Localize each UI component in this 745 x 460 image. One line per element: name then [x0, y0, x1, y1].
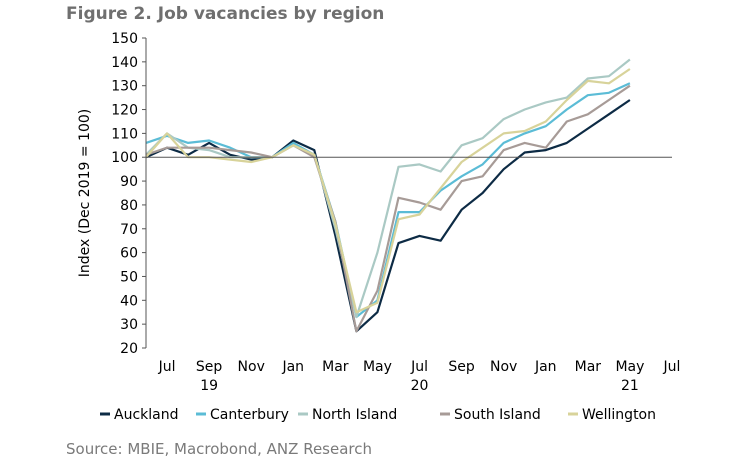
y-tick-label: 20	[120, 341, 138, 357]
x-tick-label: Sep	[196, 359, 223, 375]
y-tick-label: 50	[120, 269, 138, 285]
x-tick-label: Jul	[410, 359, 428, 375]
y-tick-label: 40	[120, 293, 138, 309]
y-tick-label: 120	[111, 103, 138, 119]
series-line-north-island	[145, 58, 631, 319]
legend-label: Wellington	[582, 407, 656, 423]
legend-label: Auckland	[114, 407, 178, 423]
y-tick-label: 130	[111, 79, 138, 95]
y-tick-label: 100	[111, 150, 138, 166]
series-line-south-island	[145, 84, 631, 333]
x-tick-label: Jan	[281, 359, 304, 375]
x-year-label: 21	[621, 378, 639, 394]
x-axis-ticks: Jul Sep Nov Jan Mar May Jul Sep Nov Jan Mar May Jul 1…	[158, 359, 681, 394]
x-tick-label: Jul	[663, 359, 681, 375]
line-chart: 20 30 40 50 60 70 80 90 100 110 120 130 140 150 Jul Se…	[77, 31, 681, 423]
series-line-canterbury	[145, 82, 631, 319]
x-year-label: 19	[200, 378, 218, 394]
legend-label: South Island	[454, 407, 541, 423]
x-tick-label: Nov	[238, 359, 265, 375]
x-tick-label: May	[363, 359, 392, 375]
y-tick-label: 110	[111, 126, 138, 142]
legend-label: North Island	[312, 407, 397, 423]
x-tick-label: May	[615, 359, 644, 375]
x-tick-label: Jan	[534, 359, 557, 375]
x-tick-label: Nov	[490, 359, 517, 375]
y-tick-label: 150	[111, 31, 138, 47]
y-axis-ticks: 20 30 40 50 60 70 80 90 100 110 120 130 140 150	[111, 31, 146, 357]
series-line-auckland	[145, 99, 631, 333]
y-tick-label: 70	[120, 222, 138, 238]
y-axis-label: Index (Dec 2019 = 100)	[77, 109, 93, 277]
legend-label: Canterbury	[210, 407, 289, 423]
x-tick-label: Sep	[448, 359, 475, 375]
x-tick-label: Mar	[322, 359, 349, 375]
chart-title: Figure 2. Job vacancies by region	[66, 4, 385, 24]
x-year-label: 20	[411, 378, 429, 394]
series-lines	[145, 58, 631, 333]
legend: Auckland Canterbury North Island South Isla…	[100, 407, 656, 423]
source-note: Source: MBIE, Macrobond, ANZ Research	[66, 440, 372, 458]
y-tick-label: 90	[120, 174, 138, 190]
y-tick-label: 80	[120, 198, 138, 214]
y-tick-label: 60	[120, 246, 138, 262]
series-line-wellington	[145, 68, 631, 314]
y-tick-label: 30	[120, 317, 138, 333]
x-tick-label: Jul	[158, 359, 176, 375]
x-tick-label: Mar	[575, 359, 602, 375]
y-tick-label: 140	[111, 55, 138, 71]
